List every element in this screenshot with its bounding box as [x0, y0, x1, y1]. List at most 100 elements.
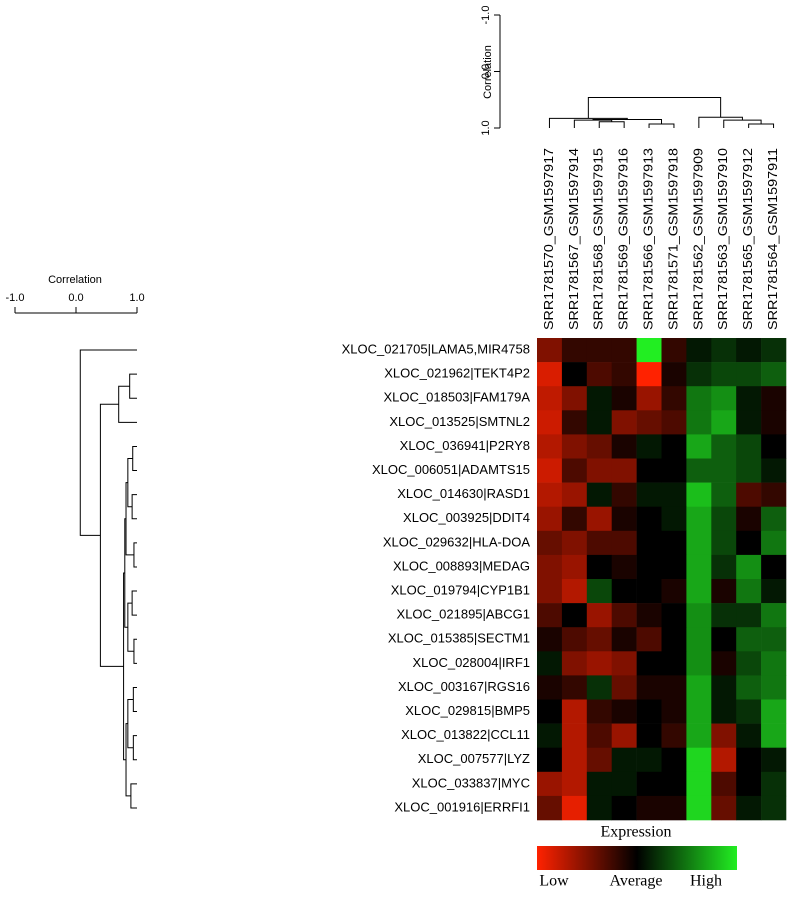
heatmap-cell [537, 675, 563, 700]
heatmap-cell [636, 747, 662, 773]
heatmap-cell [661, 458, 687, 483]
heatmap-cell [611, 458, 637, 483]
heatmap-cell [686, 554, 712, 580]
heatmap-cell [611, 410, 637, 435]
heatmap-cell [611, 699, 637, 724]
heatmap-cell [586, 362, 612, 387]
row-label: XLOC_029632|HLA-DOA [383, 534, 531, 549]
column-label: SRR1781565_GSM1597912 [740, 148, 755, 330]
heatmap-cell [537, 579, 563, 604]
heatmap-cell [686, 627, 712, 652]
dendrogram-link [130, 783, 137, 809]
heatmap-cell [586, 675, 612, 700]
row-label: XLOC_008893|MEDAG [393, 558, 530, 573]
heatmap-cell [686, 434, 712, 459]
heatmap-cell [611, 795, 637, 821]
heatmap-cell [761, 506, 787, 532]
heatmap-cell [636, 410, 662, 435]
colorbar-label: High [690, 873, 722, 890]
dendrogram-link [118, 385, 137, 423]
heatmap-cell [661, 362, 687, 387]
heatmap-cell [537, 554, 563, 580]
heatmap-cell [661, 338, 687, 363]
dendrogram-link [573, 119, 613, 128]
heatmap-cell [761, 795, 787, 821]
dendrogram-link [133, 542, 137, 568]
column-label: SRR1781569_GSM1597916 [616, 148, 631, 330]
dendrogram-link [698, 116, 743, 128]
heatmap-cell [661, 603, 687, 628]
heatmap-cell [561, 362, 588, 387]
heatmap-cell [661, 579, 687, 604]
heatmap-cell [736, 338, 762, 363]
row-label: XLOC_021705|LAMA5,MIR4758 [342, 341, 530, 356]
heatmap-cell [711, 795, 737, 821]
dendrogram-link [79, 349, 137, 536]
heatmap-cell [561, 506, 588, 532]
heatmap-cell [761, 554, 787, 580]
row-label: XLOC_021962|TEKT4P2 [384, 366, 530, 381]
column-label: SRR1781567_GSM1597914 [566, 148, 581, 330]
heatmap-cell [611, 747, 637, 773]
heatmap-cell [736, 747, 762, 773]
heatmap-cell [586, 771, 612, 797]
dendrogram-link [125, 723, 131, 797]
heatmap-cell [711, 554, 737, 580]
heatmap-cell [586, 723, 612, 748]
heatmap-cell [611, 603, 637, 628]
heatmap-cell [661, 699, 687, 724]
heatmap-cell [537, 362, 563, 387]
heatmap-cell [711, 699, 737, 724]
heatmap-cell [636, 506, 662, 532]
heatmap-cell [711, 338, 737, 363]
column-label: SRR1781562_GSM1597909 [690, 148, 705, 330]
heatmap-cell [736, 771, 762, 797]
dendrogram-link [132, 686, 137, 713]
heatmap-cell [686, 747, 712, 773]
heatmap-cell [636, 603, 662, 628]
row-label: XLOC_028004|IRF1 [412, 655, 530, 670]
heatmap-cell [561, 651, 588, 676]
dendrogram-link [129, 373, 137, 399]
heatmap-cell [761, 434, 787, 459]
heatmap-cell [561, 771, 588, 797]
heatmap-cell [736, 627, 762, 652]
heatmap-cell [561, 795, 588, 821]
heatmap-cell [736, 530, 762, 556]
heatmap-cell [537, 386, 563, 411]
heatmap-cell [686, 362, 712, 387]
heatmap-cell [636, 434, 662, 459]
heatmap-cell [537, 651, 563, 676]
dendrogram-link [127, 602, 134, 652]
heatmap-cell [586, 699, 612, 724]
heatmap-cell [586, 338, 612, 363]
dendrogram-link [132, 445, 137, 472]
row-label: XLOC_014630|RASD1 [397, 486, 530, 501]
heatmap-cell [561, 410, 588, 435]
heatmap-cell [586, 651, 612, 676]
heatmap-cell [561, 482, 588, 507]
row-label: XLOC_003925|DDIT4 [403, 510, 530, 525]
heatmap-cell [686, 699, 712, 724]
colorbar [537, 846, 737, 870]
heatmap-cell [636, 554, 662, 580]
heatmap-cell [711, 675, 737, 700]
column-label: SRR1781571_GSM1597918 [665, 148, 680, 330]
dendrogram-link [131, 494, 137, 520]
heatmap-cell [736, 795, 762, 821]
heatmap-cell [711, 651, 737, 676]
heatmap-cell [611, 434, 637, 459]
heatmap-cell [686, 386, 712, 411]
heatmap-cell [636, 458, 662, 483]
heatmap-cell [611, 723, 637, 748]
heatmap-cell [736, 579, 762, 604]
heatmap-cell [711, 627, 737, 652]
heatmap-cell [736, 723, 762, 748]
heatmap-cell [686, 771, 712, 797]
column-label: SRR1781568_GSM1597915 [591, 148, 606, 330]
heatmap-cell [636, 362, 662, 387]
heatmap-cell [736, 434, 762, 459]
heatmap-cell [761, 675, 787, 700]
heatmap-cell [736, 699, 762, 724]
